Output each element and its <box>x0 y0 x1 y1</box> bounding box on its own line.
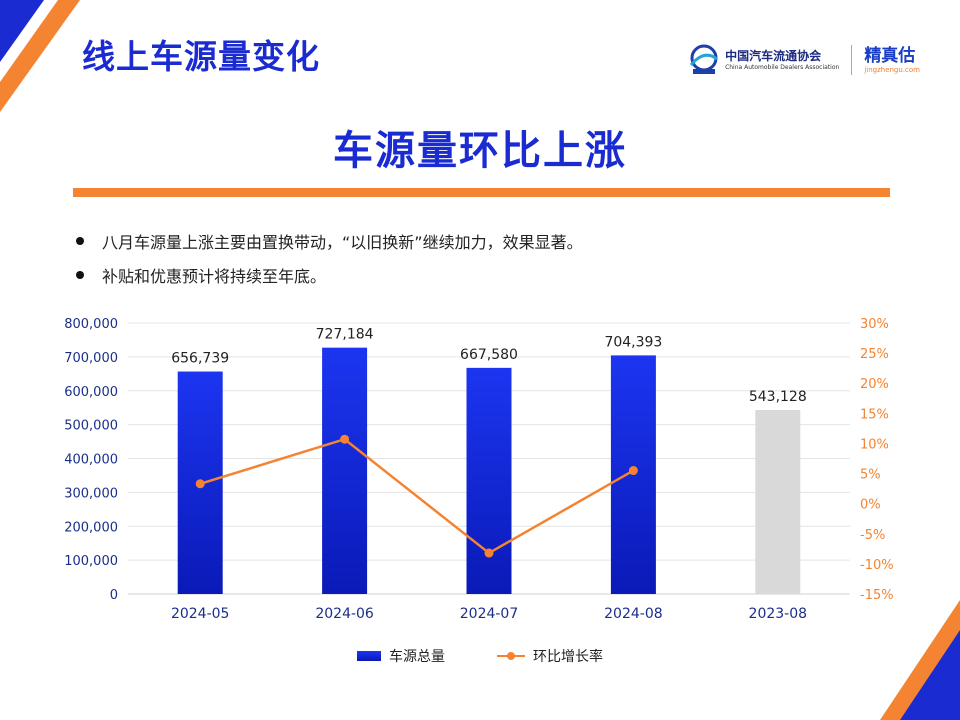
legend-label: 环比增长率 <box>533 649 603 665</box>
growth-point <box>628 466 638 476</box>
y-left-tick-label: 300,000 <box>64 486 118 501</box>
y-right-tick-label: 20% <box>860 377 889 392</box>
x-tick-label: 2024-08 <box>604 606 663 622</box>
headline-rule <box>73 188 890 197</box>
cada-logo-icon <box>689 44 718 74</box>
bar-data-label: 704,393 <box>604 334 662 350</box>
legend-line-marker-icon <box>497 652 525 660</box>
y-right-tick-label: -5% <box>860 528 885 543</box>
y-right-tick-label: 0% <box>860 498 881 513</box>
headline: 车源量环比上涨 <box>333 128 627 174</box>
bullet-item: 补贴和优惠预计将持续至年底。 <box>76 258 583 292</box>
corner-decoration-bottom-right <box>880 600 960 720</box>
legend-item-bars: 车源总量 <box>357 646 445 666</box>
y-left-tick-label: 0 <box>110 588 118 603</box>
cada-name-cn: 中国汽车流通协会 <box>725 48 822 63</box>
x-tick-label: 2024-05 <box>171 606 230 622</box>
bar-data-label: 667,580 <box>460 347 518 363</box>
corner-decoration-top-left <box>0 0 80 112</box>
cada-name: 中国汽车流通协会 China Automobile Dealers Associ… <box>725 49 839 72</box>
legend-label: 车源总量 <box>389 649 445 665</box>
x-tick-label: 2024-06 <box>315 606 374 622</box>
bullet-text: 补贴和优惠预计将持续至年底。 <box>102 267 327 286</box>
y-left-tick-label: 800,000 <box>64 317 118 332</box>
jingzhengu-name-en: jingzhengu.com <box>864 65 920 74</box>
cada-name-en: China Automobile Dealers Association <box>725 63 840 71</box>
bullet-dot-icon <box>76 271 84 279</box>
y-right-tick-label: -10% <box>860 558 894 573</box>
y-left-tick-label: 100,000 <box>64 554 118 569</box>
page-title: 线上车源量变化 <box>82 37 320 76</box>
bar-data-label: 656,739 <box>171 351 229 367</box>
y-right-tick-label: 25% <box>860 347 889 362</box>
bullet-text: 八月车源量上涨主要由置换带动，“以旧换新”继续加力，效果显著。 <box>102 233 583 252</box>
x-tick-label: 2023-08 <box>749 606 808 622</box>
logo-divider <box>851 45 853 75</box>
y-left-tick-label: 600,000 <box>64 385 118 400</box>
y-right-tick-label: 5% <box>860 468 881 483</box>
bar <box>466 367 512 594</box>
jingzhengu-logo: 精真估 jingzhengu.com <box>864 46 920 75</box>
bar-data-label: 727,184 <box>316 327 374 343</box>
bullet-list: 八月车源量上涨主要由置换带动，“以旧换新”继续加力，效果显著。 补贴和优惠预计将… <box>76 224 583 292</box>
jingzhengu-name-cn: 精真估 <box>864 45 916 66</box>
y-left-tick-label: 500,000 <box>64 419 118 434</box>
growth-point <box>195 479 205 489</box>
y-left-tick-label: 400,000 <box>64 453 118 468</box>
y-right-tick-label: -15% <box>860 588 894 603</box>
chart-legend: 车源总量 环比增长率 <box>0 646 960 666</box>
bar <box>755 410 801 594</box>
bar-data-label: 543,128 <box>749 389 807 405</box>
growth-point <box>340 434 350 444</box>
legend-bar-swatch-icon <box>357 651 381 661</box>
x-tick-label: 2024-07 <box>460 606 519 622</box>
y-left-tick-label: 700,000 <box>64 351 118 366</box>
y-right-tick-label: 15% <box>860 407 889 422</box>
bar <box>322 347 368 594</box>
bullet-item: 八月车源量上涨主要由置换带动，“以旧换新”继续加力，效果显著。 <box>76 224 583 258</box>
growth-line <box>199 437 635 555</box>
y-left-tick-label: 200,000 <box>64 520 118 535</box>
legend-item-line: 环比增长率 <box>497 646 603 666</box>
y-right-tick-label: 10% <box>860 437 889 452</box>
logo-block: 中国汽车流通协会 China Automobile Dealers Associ… <box>687 40 920 80</box>
growth-point <box>484 548 494 558</box>
bullet-dot-icon <box>76 237 84 245</box>
y-right-tick-label: 30% <box>860 317 889 332</box>
